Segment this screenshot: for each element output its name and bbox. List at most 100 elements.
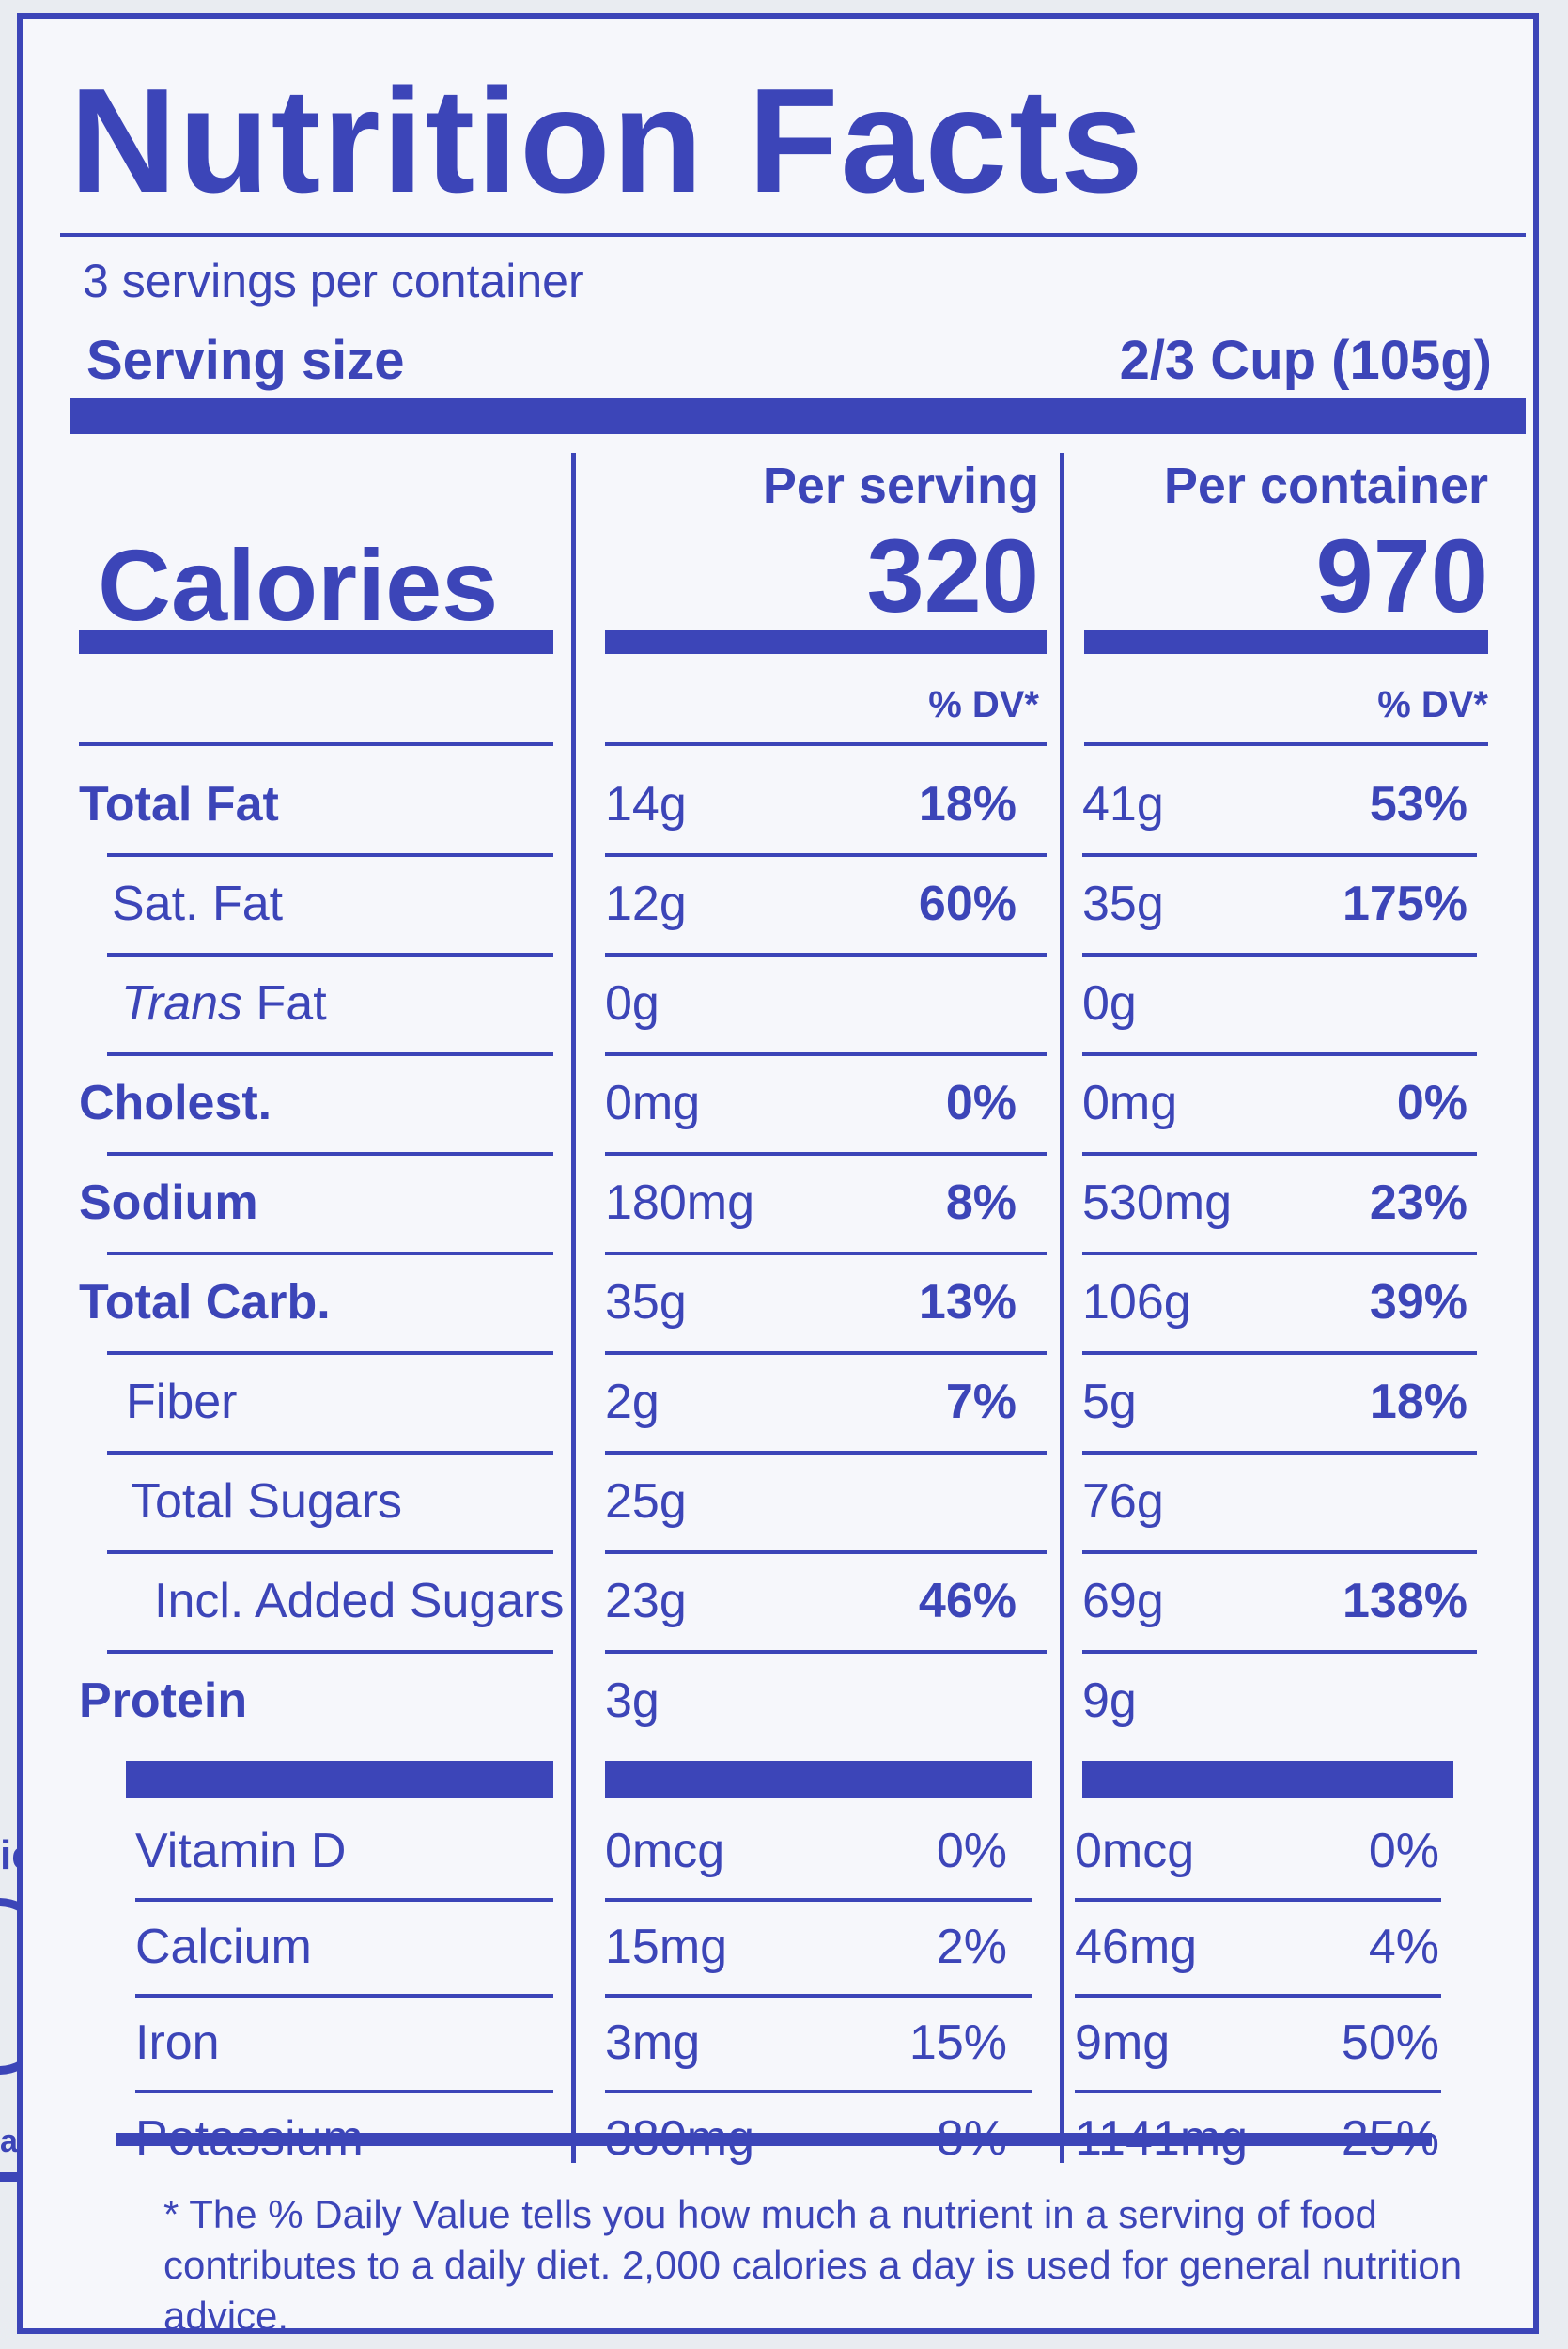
row-rule <box>1082 1451 1477 1455</box>
vitamin-serving-dv: 2% <box>936 1920 1007 1974</box>
row-rule <box>605 1351 1047 1355</box>
row-rule <box>1082 1152 1477 1156</box>
container-amount: 76g <box>1082 1474 1164 1529</box>
row-rule <box>1075 2090 1441 2093</box>
vitamin-container-amount: 0mcg <box>1075 1824 1195 1878</box>
vitamin-container-dv: 0% <box>1368 1824 1439 1878</box>
serving-dv: 46% <box>918 1574 1017 1628</box>
nutrition-label: Nutrition Facts 3 servings per container… <box>17 13 1539 2338</box>
column-divider-1 <box>571 453 576 2163</box>
per-container-header: Per container <box>1163 458 1488 514</box>
serving-amount: 3g <box>605 1673 660 1728</box>
row-rule <box>1082 953 1477 957</box>
serving-amount: 2g <box>605 1375 660 1429</box>
vitamin-name: Calcium <box>135 1920 312 1974</box>
row-rule <box>107 1650 553 1654</box>
nutrient-name: Fiber <box>126 1375 238 1429</box>
calories-per-container: 970 <box>1315 519 1488 634</box>
row-rule <box>107 1351 553 1355</box>
serving-dv: 60% <box>918 877 1017 931</box>
nutrient-name: Total Sugars <box>131 1474 403 1529</box>
container-amount: 41g <box>1082 777 1164 832</box>
dv-header-serving: % DV* <box>928 684 1039 725</box>
nutrient-name-italic: Trans <box>121 976 243 1031</box>
row-rule <box>107 1451 553 1455</box>
dv-header-container: % DV* <box>1377 684 1488 725</box>
container-amount: 0g <box>1082 976 1137 1031</box>
vitamin-thick-rule <box>1082 1761 1453 1798</box>
vitamin-name: Iron <box>135 2015 220 2070</box>
column-divider-2 <box>1060 453 1064 2163</box>
vitamin-serving-amount: 3mg <box>605 2015 701 2070</box>
calories-bar-container <box>1084 630 1488 654</box>
servings-per-container: 3 servings per container <box>83 255 584 307</box>
calories-per-serving: 320 <box>866 519 1039 634</box>
container-dv: 39% <box>1369 1275 1467 1330</box>
per-serving-header: Per serving <box>762 458 1039 514</box>
row-rule <box>605 2090 1032 2093</box>
dv-footnote: * The % Daily Value tells you how much a… <box>163 2192 1463 2338</box>
row-rule <box>135 1898 553 1902</box>
container-amount: 69g <box>1082 1574 1164 1628</box>
thick-rule-top <box>70 398 1526 434</box>
row-rule <box>605 1451 1047 1455</box>
vitamin-container-dv: 50% <box>1341 2015 1439 2070</box>
row-rule <box>135 1994 553 1998</box>
vitamin-thick-rule <box>605 1761 1032 1798</box>
bottom-thick-rule <box>116 2133 1432 2146</box>
row-rule <box>605 1898 1032 1902</box>
row-rule <box>605 742 1047 746</box>
label-title: Nutrition Facts <box>70 58 1145 224</box>
serving-size-label: Serving size <box>86 330 405 391</box>
container-amount: 106g <box>1082 1275 1191 1330</box>
row-rule <box>605 1994 1032 1998</box>
row-rule <box>1075 1994 1441 1998</box>
serving-amount: 23g <box>605 1574 687 1628</box>
container-amount: 0mg <box>1082 1076 1178 1130</box>
container-amount: 530mg <box>1082 1175 1232 1230</box>
title-rule <box>60 233 1526 237</box>
vitamin-container-dv: 4% <box>1368 1920 1439 1974</box>
serving-amount: 180mg <box>605 1175 754 1230</box>
row-rule <box>107 953 553 957</box>
calories-label: Calories <box>98 528 499 642</box>
row-rule <box>107 1252 553 1255</box>
row-rule <box>605 953 1047 957</box>
container-dv: 0% <box>1396 1076 1467 1130</box>
serving-dv: 7% <box>945 1375 1017 1429</box>
nutrient-name-rest: Fat <box>242 976 327 1031</box>
row-rule <box>107 1152 553 1156</box>
container-dv: 23% <box>1369 1175 1467 1230</box>
serving-size-value: 2/3 Cup (105g) <box>1119 330 1492 391</box>
container-dv: 18% <box>1369 1375 1467 1429</box>
row-rule <box>605 1252 1047 1255</box>
row-rule <box>1075 1898 1441 1902</box>
nutrient-name: Cholest. <box>79 1076 272 1130</box>
serving-dv: 13% <box>918 1275 1017 1330</box>
row-rule <box>605 1650 1047 1654</box>
row-rule <box>107 853 553 857</box>
serving-dv: 8% <box>945 1175 1017 1230</box>
row-rule <box>1082 1550 1477 1554</box>
serving-amount: 12g <box>605 877 687 931</box>
container-dv: 175% <box>1343 877 1467 931</box>
serving-amount: 0g <box>605 976 660 1031</box>
vitamin-container-amount: 9mg <box>1075 2015 1171 2070</box>
nutrient-name: Total Fat <box>79 777 279 832</box>
serving-amount: 35g <box>605 1275 687 1330</box>
row-rule <box>605 1152 1047 1156</box>
vitamin-thick-rule <box>126 1761 553 1798</box>
row-rule <box>1084 742 1488 746</box>
vitamin-serving-dv: 15% <box>908 2015 1007 2070</box>
row-rule <box>135 2090 553 2093</box>
nutrient-name: Protein <box>79 1673 248 1728</box>
row-rule <box>1082 1252 1477 1255</box>
row-rule <box>605 853 1047 857</box>
calories-bar-serving <box>605 630 1047 654</box>
serving-dv: 18% <box>918 777 1017 832</box>
row-rule <box>1082 1052 1477 1056</box>
container-amount: 9g <box>1082 1673 1137 1728</box>
nutrient-name: Sat. Fat <box>112 877 284 931</box>
vitamin-name: Vitamin D <box>135 1824 347 1878</box>
nutrient-name: Trans Fat <box>121 975 327 1032</box>
